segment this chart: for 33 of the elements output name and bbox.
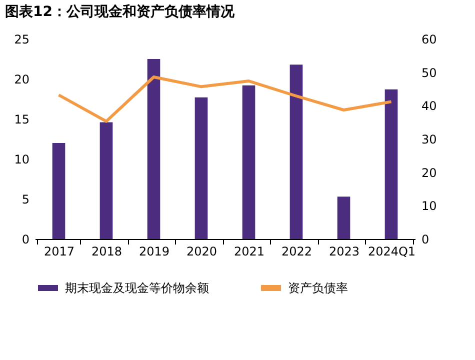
x-tick-label: 2021	[234, 244, 265, 258]
bar	[147, 59, 160, 239]
y-tick-label: 20	[14, 72, 30, 86]
y-tick-label: 25	[14, 32, 30, 46]
bar	[194, 97, 208, 239]
y-tick-label: 0	[22, 232, 30, 246]
x-tick-label: 2022	[281, 244, 312, 258]
y2-tick-label: 0	[422, 232, 430, 246]
bar	[100, 122, 113, 239]
x-tick-label: 2019	[138, 244, 170, 258]
bar	[337, 196, 350, 239]
bar	[242, 85, 256, 239]
x-tick-label: 2023	[328, 244, 360, 258]
y2-tick-label: 40	[422, 99, 437, 114]
legend-label: 期末现金及现金等价物余额	[65, 281, 209, 295]
y-tick-label: 5	[22, 192, 30, 206]
y2-tick-label: 20	[422, 166, 437, 180]
y-tick-label: 10	[14, 152, 30, 166]
bar	[52, 143, 66, 239]
y2-tick-label: 60	[422, 32, 437, 46]
bar	[290, 64, 303, 239]
legend-label: 资产负债率	[288, 281, 348, 295]
y2-tick-label: 30	[422, 132, 437, 146]
x-tick-label: 2024Q1	[368, 244, 416, 258]
y2-tick-label: 50	[422, 66, 437, 80]
x-tick-label: 2018	[91, 244, 122, 258]
x-tick-label: 2020	[186, 244, 218, 258]
chart-title: 图表12：公司现金和资产负债率情况	[5, 3, 236, 20]
x-tick-label: 2017	[44, 244, 75, 258]
y-tick-label: 15	[14, 112, 30, 126]
line-series	[57, 76, 393, 123]
y2-tick-label: 10	[422, 199, 437, 214]
bar	[384, 89, 398, 239]
